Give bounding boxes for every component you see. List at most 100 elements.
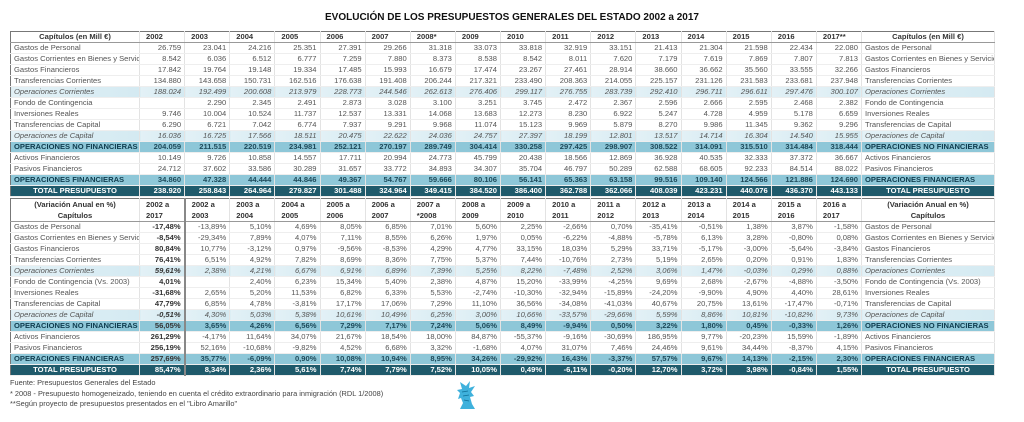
cell-value: 279.827 bbox=[274, 185, 321, 197]
cell-value: 17.842 bbox=[139, 64, 186, 76]
cell-value: 30.289 bbox=[274, 163, 321, 175]
cell-value: 208.363 bbox=[545, 75, 592, 87]
cell-value: 4,87% bbox=[455, 276, 502, 288]
table-row: OPERACIONES FINANCIERAS 257,69% 35,77% -6,0… bbox=[10, 353, 995, 365]
cell-value: 8,34% bbox=[184, 364, 231, 376]
chapter-header: (Variación Anual en %) Capítulos bbox=[861, 198, 995, 222]
cell-value: 7.813 bbox=[816, 53, 863, 65]
cell-value: 0,20% bbox=[726, 254, 772, 266]
cell-value: 18.511 bbox=[274, 130, 321, 142]
cell-value: 300.107 bbox=[816, 86, 863, 98]
column-header-line2: 2017 bbox=[146, 211, 163, 220]
cell-value: 13.683 bbox=[455, 108, 502, 120]
cell-value: -2,15% bbox=[771, 353, 817, 365]
table-row: Inversiones Reales 9.746 10.004 10.524 11.73… bbox=[10, 108, 995, 120]
table-row: OPERACIONES NO FINANCIERAS 204.059 211.515… bbox=[10, 141, 995, 153]
chapter-header-line1: (Variación Anual en %) bbox=[34, 200, 116, 209]
cell-value: 24.036 bbox=[410, 130, 456, 142]
column-header: 2002 a 2017 bbox=[139, 198, 186, 222]
row-label-right: OPERACIONES FINANCIERAS bbox=[861, 174, 995, 186]
cell-value: 124.566 bbox=[726, 174, 772, 186]
cell-value: 46.797 bbox=[545, 163, 592, 175]
row-label-right: Operaciones Corrientes bbox=[861, 265, 995, 277]
column-header: 2010 a 2011 bbox=[545, 198, 592, 222]
cell-value: 4,07% bbox=[500, 342, 547, 354]
cell-value: 283.739 bbox=[590, 86, 637, 98]
cell-value: 264.964 bbox=[229, 185, 276, 197]
cell-value: -24,20% bbox=[635, 287, 682, 299]
cell-value: 362.788 bbox=[545, 185, 592, 197]
cell-value: 3.251 bbox=[455, 97, 502, 109]
cell-value: 4,07% bbox=[274, 232, 321, 244]
row-label-right: Transferencias de Capital bbox=[861, 119, 995, 131]
column-header-line1: 2006 a bbox=[371, 200, 395, 209]
cell-value: 92.233 bbox=[726, 163, 772, 175]
cell-value: -4,88% bbox=[590, 232, 637, 244]
column-header-line2: 2010 bbox=[507, 211, 524, 220]
cell-value: 7,89% bbox=[229, 232, 276, 244]
cell-value: 59,61% bbox=[139, 265, 186, 277]
row-label-right: OPERACIONES NO FINANCIERAS bbox=[861, 141, 995, 153]
cell-value: -9,16% bbox=[545, 331, 592, 343]
cell-value: 231.583 bbox=[726, 75, 772, 87]
table-row: Operaciones de Capital 16.036 16.725 17.566… bbox=[10, 130, 995, 142]
cell-value: 56,05% bbox=[139, 320, 186, 332]
cell-value: 2,38% bbox=[184, 265, 231, 277]
cell-value: 24.757 bbox=[455, 130, 502, 142]
cell-value: 34,07% bbox=[274, 331, 321, 343]
column-header: 2012 bbox=[590, 31, 637, 43]
column-header: 2005 bbox=[274, 31, 321, 43]
cell-value: 0,05% bbox=[500, 232, 547, 244]
cell-value: 36.928 bbox=[635, 152, 682, 164]
cell-value: 29.266 bbox=[365, 42, 411, 54]
cell-value: -5,17% bbox=[681, 243, 727, 255]
cell-value: 0,91% bbox=[771, 254, 817, 266]
cell-value: 4,90% bbox=[726, 287, 772, 299]
cell-value: 0,29% bbox=[771, 265, 817, 277]
row-label-right: OPERACIONES FINANCIERAS bbox=[861, 353, 995, 365]
griffin-logo-icon bbox=[457, 381, 475, 409]
row-label: Fondo de Contingencia bbox=[10, 97, 140, 109]
cell-value: 2.345 bbox=[229, 97, 276, 109]
cell-value: 35.560 bbox=[726, 64, 772, 76]
cell-value: 301.488 bbox=[320, 185, 366, 197]
cell-value: 33.555 bbox=[771, 64, 817, 76]
cell-value: 62.588 bbox=[635, 163, 682, 175]
cell-value: 1,26% bbox=[816, 320, 863, 332]
cell-value: 13.517 bbox=[635, 130, 682, 142]
cell-value: 16.036 bbox=[139, 130, 186, 142]
footnote-2017: **Según proyecto de presupuestos present… bbox=[10, 399, 238, 408]
cell-value bbox=[184, 276, 231, 288]
cell-value: 440.076 bbox=[726, 185, 772, 197]
table-row: Transferencias Corrientes 76,41% 6,51% 4,92… bbox=[10, 254, 995, 266]
column-header-line2: 2013 bbox=[642, 211, 660, 220]
row-label: Operaciones de Capital bbox=[10, 309, 140, 321]
row-label: Operaciones de Capital bbox=[10, 130, 140, 142]
column-header: 2007 a *2008 bbox=[410, 198, 456, 222]
cell-value: 14,13% bbox=[726, 353, 772, 365]
cell-value: -3,84% bbox=[816, 243, 863, 255]
cell-value: 16,43% bbox=[545, 353, 592, 365]
cell-value: 0,97% bbox=[274, 243, 321, 255]
table-row: Operaciones Corrientes 59,61% 2,38% 4,21% 6,… bbox=[10, 265, 995, 277]
cell-value: 11.737 bbox=[274, 108, 321, 120]
row-label: Gastos Financieros bbox=[10, 64, 140, 76]
column-header: 2003 a 2004 bbox=[229, 198, 276, 222]
cell-value: 38.660 bbox=[635, 64, 682, 76]
cell-value: 237.948 bbox=[816, 75, 863, 87]
cell-value: 40,67% bbox=[635, 298, 682, 310]
page-title: EVOLUCIÓN DE LOS PRESUPUESTOS GENERALES … bbox=[325, 12, 699, 23]
cell-value: 18,00% bbox=[410, 331, 456, 343]
cell-value: 15,20% bbox=[500, 276, 547, 288]
cell-value: -13,89% bbox=[184, 221, 231, 233]
column-header-line1: 2011 a bbox=[597, 200, 621, 209]
cell-value: 1,38% bbox=[726, 221, 772, 233]
cell-value: 20.994 bbox=[365, 152, 411, 164]
table-row: Operaciones de Capital -0,51% 4,30% 5,03% 5,… bbox=[10, 309, 995, 321]
cell-value: 2,68% bbox=[681, 276, 727, 288]
cell-value: 10,66% bbox=[500, 309, 547, 321]
cell-value: 17,06% bbox=[365, 298, 411, 310]
budget-table: Capítulos (en Mill €) 2002 2003 2004 2005 200… bbox=[10, 31, 995, 197]
cell-value: 27.391 bbox=[320, 42, 366, 54]
cell-value: 296.611 bbox=[726, 86, 772, 98]
